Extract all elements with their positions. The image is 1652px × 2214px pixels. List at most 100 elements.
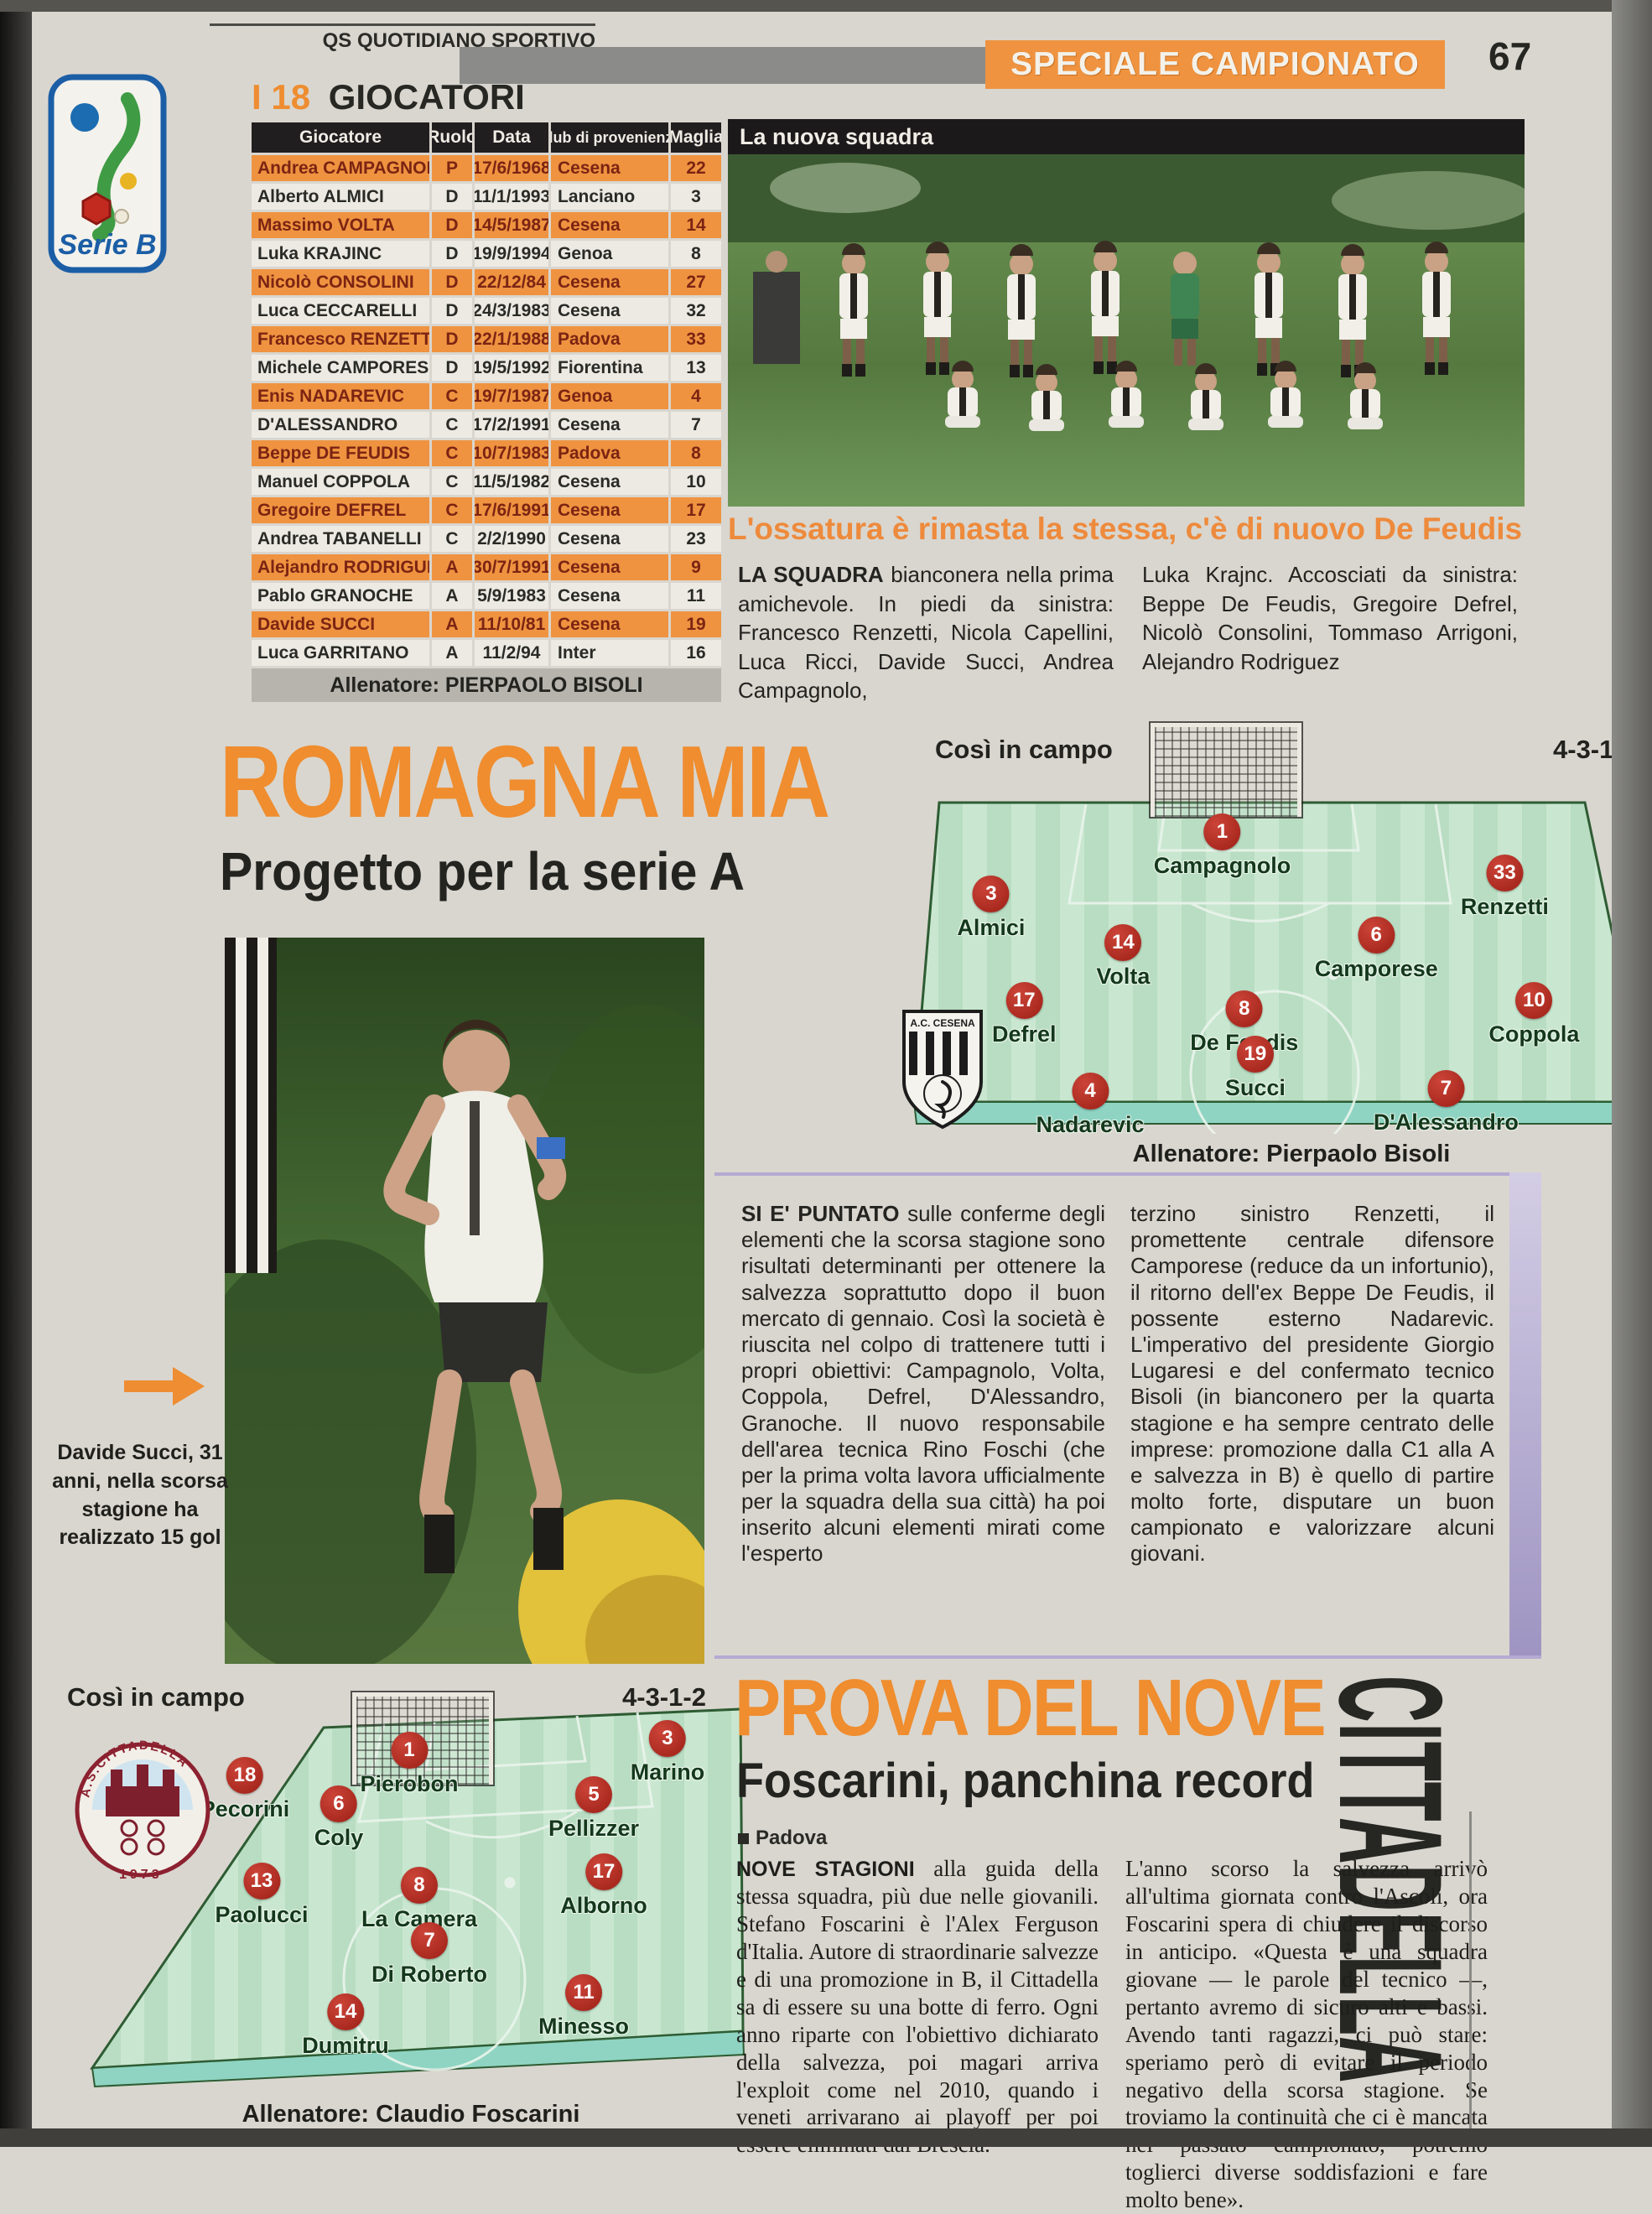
cell-role: C — [432, 383, 472, 409]
cell-club: Genoa — [551, 383, 668, 409]
photo-caption-col1: LA SQUADRA bianconera nella prima amiche… — [738, 560, 1114, 705]
cell-role: C — [432, 526, 472, 552]
caption-col1-text: bianconera nella prima amichevole. In pi… — [738, 562, 1114, 704]
cell-club: Cesena — [551, 469, 668, 495]
serie-b-logo-icon: Serie B — [48, 74, 167, 273]
player-name: Succi — [1224, 1074, 1286, 1100]
cell-name: Andrea TABANELLI — [252, 526, 429, 552]
field-player-pecorini: 18 Pecorini — [200, 1756, 289, 1822]
cell-role: A — [432, 583, 472, 609]
cell-role: D — [432, 212, 472, 238]
cell-name: Luca CECCARELLI — [252, 298, 429, 324]
table-row: Enis NADAREVIC C 19/7/1987 Genoa 4 — [252, 383, 721, 409]
cell-name: Michele CAMPORESE — [252, 355, 429, 381]
player-number: 19 — [1236, 1035, 1274, 1073]
roster-coach-row: Allenatore: PIERPAOLO BISOLI — [252, 668, 721, 702]
cell-born: 2/2/1990 — [475, 526, 548, 552]
cell-club: Cesena — [551, 155, 668, 181]
cittadella-kicker: Padova — [738, 1827, 827, 1850]
cell-club: Cesena — [551, 212, 668, 238]
field-player-campagnolo: 1 Campagnolo — [1154, 813, 1291, 879]
cell-born: 17/2/1991 — [475, 412, 548, 438]
table-row: Massimo VOLTA D 14/5/1987 Cesena 14 — [252, 212, 721, 238]
photo-frame-left — [0, 0, 32, 2147]
caption-lead: LA SQUADRA — [738, 562, 884, 587]
article-right-bar — [1509, 1172, 1541, 1659]
roster-header-row: Giocatore Ruolo Data Club di provenienza… — [252, 122, 721, 153]
cittadella-field: 1 Pierobon 3 Marino 18 Pecorini 6 Coly 5 Pellizze… — [74, 1691, 745, 2088]
table-row: Luca CECCARELLI D 24/3/1983 Cesena 32 — [252, 298, 721, 324]
roster-table: Giocatore Ruolo Data Club di provenienza… — [252, 122, 721, 702]
player-name: Alborno — [560, 1892, 647, 1918]
player-name: Paolucci — [215, 1902, 309, 1927]
field-player-coly: 6 Coly — [314, 1785, 364, 1851]
cell-name: Massimo VOLTA — [252, 212, 429, 238]
cell-born: 30/7/1991 — [475, 554, 548, 580]
cell-shirt: 33 — [671, 326, 721, 352]
table-row: Beppe DE FEUDIS C 10/7/1983 Padova 8 — [252, 440, 721, 466]
cesena-club-badge: A.C. CESENA — [899, 1006, 986, 1132]
cell-shirt: 27 — [671, 269, 721, 295]
cell-name: Alberto ALMICI — [252, 184, 429, 210]
cell-role: D — [432, 355, 472, 381]
player-name: Coppola — [1488, 1021, 1580, 1047]
cesena-article-col1: SI E' PUNTATO sulle conferme degli eleme… — [741, 1201, 1105, 1567]
player-name: Minesso — [538, 2014, 630, 2040]
table-row: Luka KRAJINC D 19/9/1994 Genoa 8 — [252, 241, 721, 267]
player-number: 14 — [327, 1993, 364, 2031]
cell-role: D — [432, 326, 472, 352]
cittadella-article-lead: NOVE STAGIONI — [736, 1858, 915, 1881]
svg-text:1973: 1973 — [119, 1868, 163, 1882]
cell-shirt: 4 — [671, 383, 721, 409]
cell-born: 24/3/1983 — [475, 298, 548, 324]
cell-name: D'ALESSANDRO — [252, 412, 429, 438]
cell-name: Beppe DE FEUDIS — [252, 440, 429, 466]
cell-born: 17/6/1968 — [475, 155, 548, 181]
table-row: Gregoire DEFREL C 17/6/1991 Cesena 17 — [252, 497, 721, 523]
cesena-coach-line: Allenatore: Pierpaolo Bisoli — [1132, 1141, 1451, 1167]
player-number: 3 — [972, 875, 1010, 912]
player-name: Volta — [1096, 964, 1151, 990]
succi-caption: Davide Succi, 31 anni, nella scorsa stag… — [52, 1441, 228, 1550]
field-player-pellizzer: 5 Pellizzer — [548, 1775, 640, 1842]
player-number: 4 — [1072, 1072, 1109, 1110]
cell-shirt: 10 — [671, 469, 721, 495]
cell-role: C — [432, 469, 472, 495]
player-number: 6 — [1358, 916, 1395, 954]
succi-arrow-icon — [124, 1360, 208, 1411]
cell-born: 17/6/1991 — [475, 497, 548, 523]
cell-name: Davide SUCCI — [252, 611, 429, 637]
cesena-field-label: Così in campo — [935, 735, 1113, 764]
player-name: Coly — [314, 1825, 364, 1850]
photo-headline: L'ossatura è rimasta la stessa, c'è di n… — [728, 512, 1523, 546]
cell-shirt: 8 — [671, 241, 721, 267]
cell-shirt: 8 — [671, 440, 721, 466]
page-number: 67 — [1488, 34, 1532, 78]
table-row: Nicolò CONSOLINI D 22/12/84 Cesena 27 — [252, 269, 721, 295]
cesena-field: 1 Campagnolo 3 Almici 33 Renzetti 14 Volta 6 Camp… — [914, 721, 1648, 1137]
cesena-article-lead: SI E' PUNTATO — [741, 1201, 900, 1226]
player-name: Di Roberto — [371, 1962, 487, 1988]
cittadella-article-col1-text: alla guida della stessa squadra, più due… — [736, 1856, 1099, 2157]
cesena-article-col2: terzino sinistro Renzetti, il promettent… — [1130, 1201, 1494, 1567]
field-player-minesso: 11 Minesso — [538, 1974, 629, 2040]
succi-photo — [225, 938, 704, 1664]
cell-club: Padova — [551, 440, 668, 466]
cittadella-formation: 4-3-1-2 — [622, 1682, 706, 1712]
player-name: Pellizzer — [548, 1815, 640, 1841]
cell-shirt: 16 — [671, 640, 721, 666]
cell-club: Cesena — [551, 298, 668, 324]
cell-club: Cesena — [551, 497, 668, 523]
field-player-defrel: 17 Defrel — [992, 981, 1057, 1047]
col-header-club: Club di provenienza — [551, 122, 668, 153]
cell-shirt: 17 — [671, 497, 721, 523]
cell-name: Francesco RENZETTI — [252, 326, 429, 352]
cesena-badge-icon: A.C. CESENA — [902, 1010, 983, 1130]
table-row: Manuel COPPOLA C 11/5/1982 Cesena 10 — [252, 469, 721, 495]
player-name: Camporese — [1314, 955, 1438, 981]
photo-caption-col2: Luka Krajnc. Accosciati da sinistra: Bep… — [1142, 562, 1518, 674]
cell-shirt: 9 — [671, 554, 721, 580]
player-number: 3 — [648, 1719, 686, 1757]
succi-photo-illustration — [225, 938, 704, 1664]
